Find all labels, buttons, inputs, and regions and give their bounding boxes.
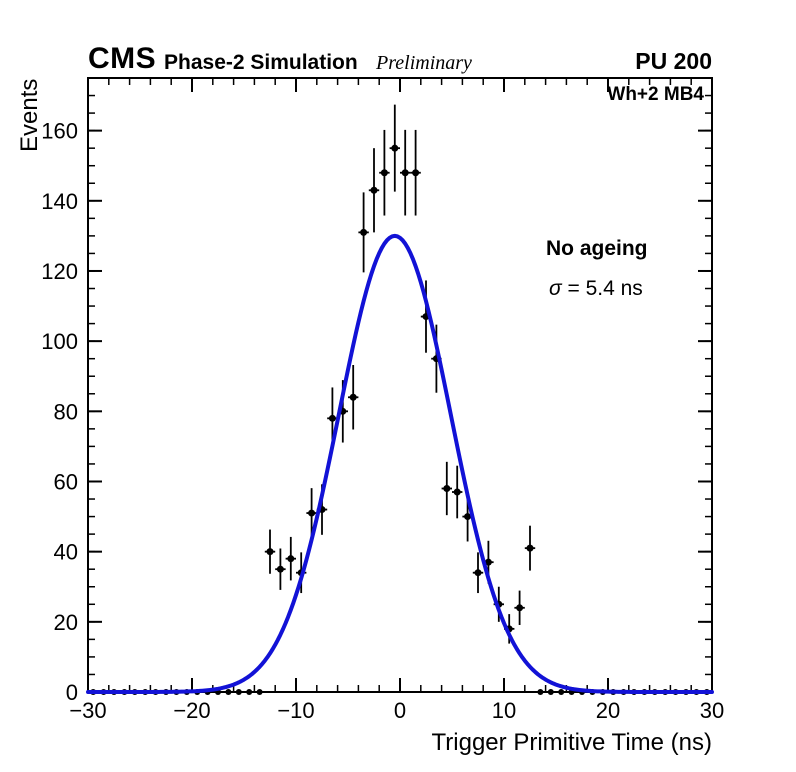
data-point	[474, 569, 482, 577]
chamber-label: Wh+2 MB4	[607, 84, 704, 105]
data-point	[443, 485, 451, 493]
data-point	[412, 169, 420, 177]
data-point-zero	[235, 689, 242, 695]
data-point	[453, 488, 461, 496]
data-point-zero	[558, 689, 565, 695]
sigma-value: = 5.4 ns	[561, 277, 643, 300]
data-point-zero	[246, 689, 253, 695]
gaussian-fit-curve	[86, 233, 714, 694]
x-tick-label: 0	[394, 698, 406, 723]
y-tick-label: 0	[66, 680, 78, 705]
x-tick-label: 10	[492, 698, 516, 723]
data-point	[266, 548, 274, 556]
x-tick-label: −10	[277, 698, 314, 723]
data-point	[308, 509, 316, 517]
data-point	[276, 565, 284, 573]
x-axis-title: Trigger Primitive Time (ns)	[431, 729, 712, 756]
data-point-zero	[225, 689, 232, 695]
x-tick-label: −30	[69, 698, 106, 723]
data-point	[516, 604, 524, 612]
phase2-simulation-label: Phase-2 Simulation	[164, 51, 358, 74]
data-point	[370, 186, 378, 194]
data-point	[328, 414, 336, 422]
x-tick-label: 20	[596, 698, 620, 723]
data-point	[401, 169, 409, 177]
sigma-symbol: σ	[549, 277, 562, 300]
plot-frame	[87, 77, 713, 693]
data-point-zero	[547, 689, 554, 695]
data-point	[526, 544, 534, 552]
data-point-zero	[537, 689, 544, 695]
y-tick-label: 100	[41, 329, 78, 354]
y-tick-label: 20	[54, 610, 78, 635]
data-point	[360, 228, 368, 236]
data-point	[464, 513, 472, 521]
data-point	[484, 558, 492, 566]
x-tick-label: 30	[700, 698, 724, 723]
y-tick-label: 140	[41, 189, 78, 214]
annotation-sigma: σ = 5.4 ns	[549, 277, 643, 301]
data-point	[391, 144, 399, 152]
data-point	[349, 393, 357, 401]
data-point-zero	[256, 689, 263, 695]
preliminary-label: Preliminary	[376, 52, 472, 74]
data-point	[287, 555, 295, 563]
y-tick-label: 120	[41, 259, 78, 284]
y-tick-label: 80	[54, 399, 78, 424]
pileup-label: PU 200	[635, 48, 712, 74]
y-tick-label: 160	[41, 119, 78, 144]
annotation-no-ageing: No ageing	[546, 237, 648, 260]
y-tick-label: 40	[54, 540, 78, 565]
y-tick-label: 60	[54, 469, 78, 494]
data-point	[380, 169, 388, 177]
x-tick-label: −20	[173, 698, 210, 723]
cms-logo: CMS	[88, 42, 157, 75]
